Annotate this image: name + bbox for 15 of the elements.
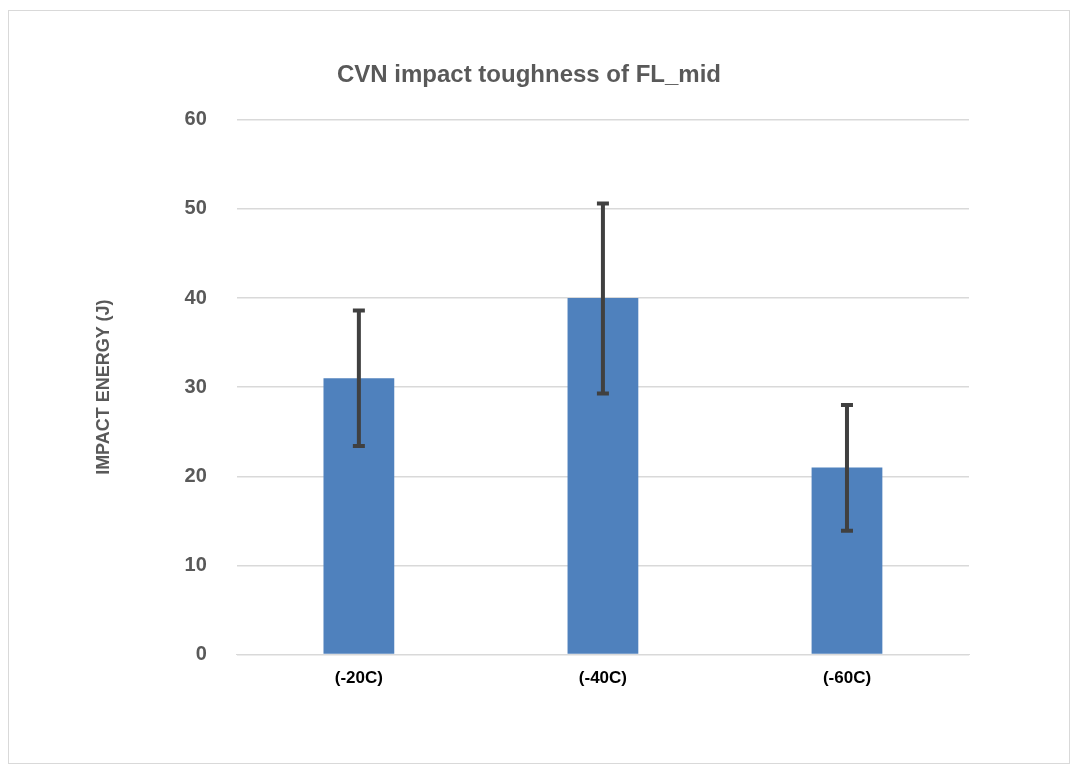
y-tick-label: 30 xyxy=(184,374,207,397)
bar xyxy=(323,378,395,654)
y-tick-label: 20 xyxy=(184,463,207,486)
bar xyxy=(567,298,639,654)
x-tick-label: (-60C) xyxy=(822,668,872,688)
y-tick-label: 60 xyxy=(184,107,207,130)
y-tick-label: 10 xyxy=(184,552,207,575)
x-tick-label: (-20C) xyxy=(334,668,383,688)
chart-title: CVN impact toughness of FL_mid xyxy=(336,60,722,88)
y-tick-label: 40 xyxy=(184,285,207,308)
bar xyxy=(811,467,883,654)
y-tick-label: 50 xyxy=(184,196,207,219)
y-tick-label: 0 xyxy=(195,642,207,665)
y-axis-title: IMPACT ENERGY (J) xyxy=(92,299,113,475)
x-tick-label: (-40C) xyxy=(578,668,628,688)
